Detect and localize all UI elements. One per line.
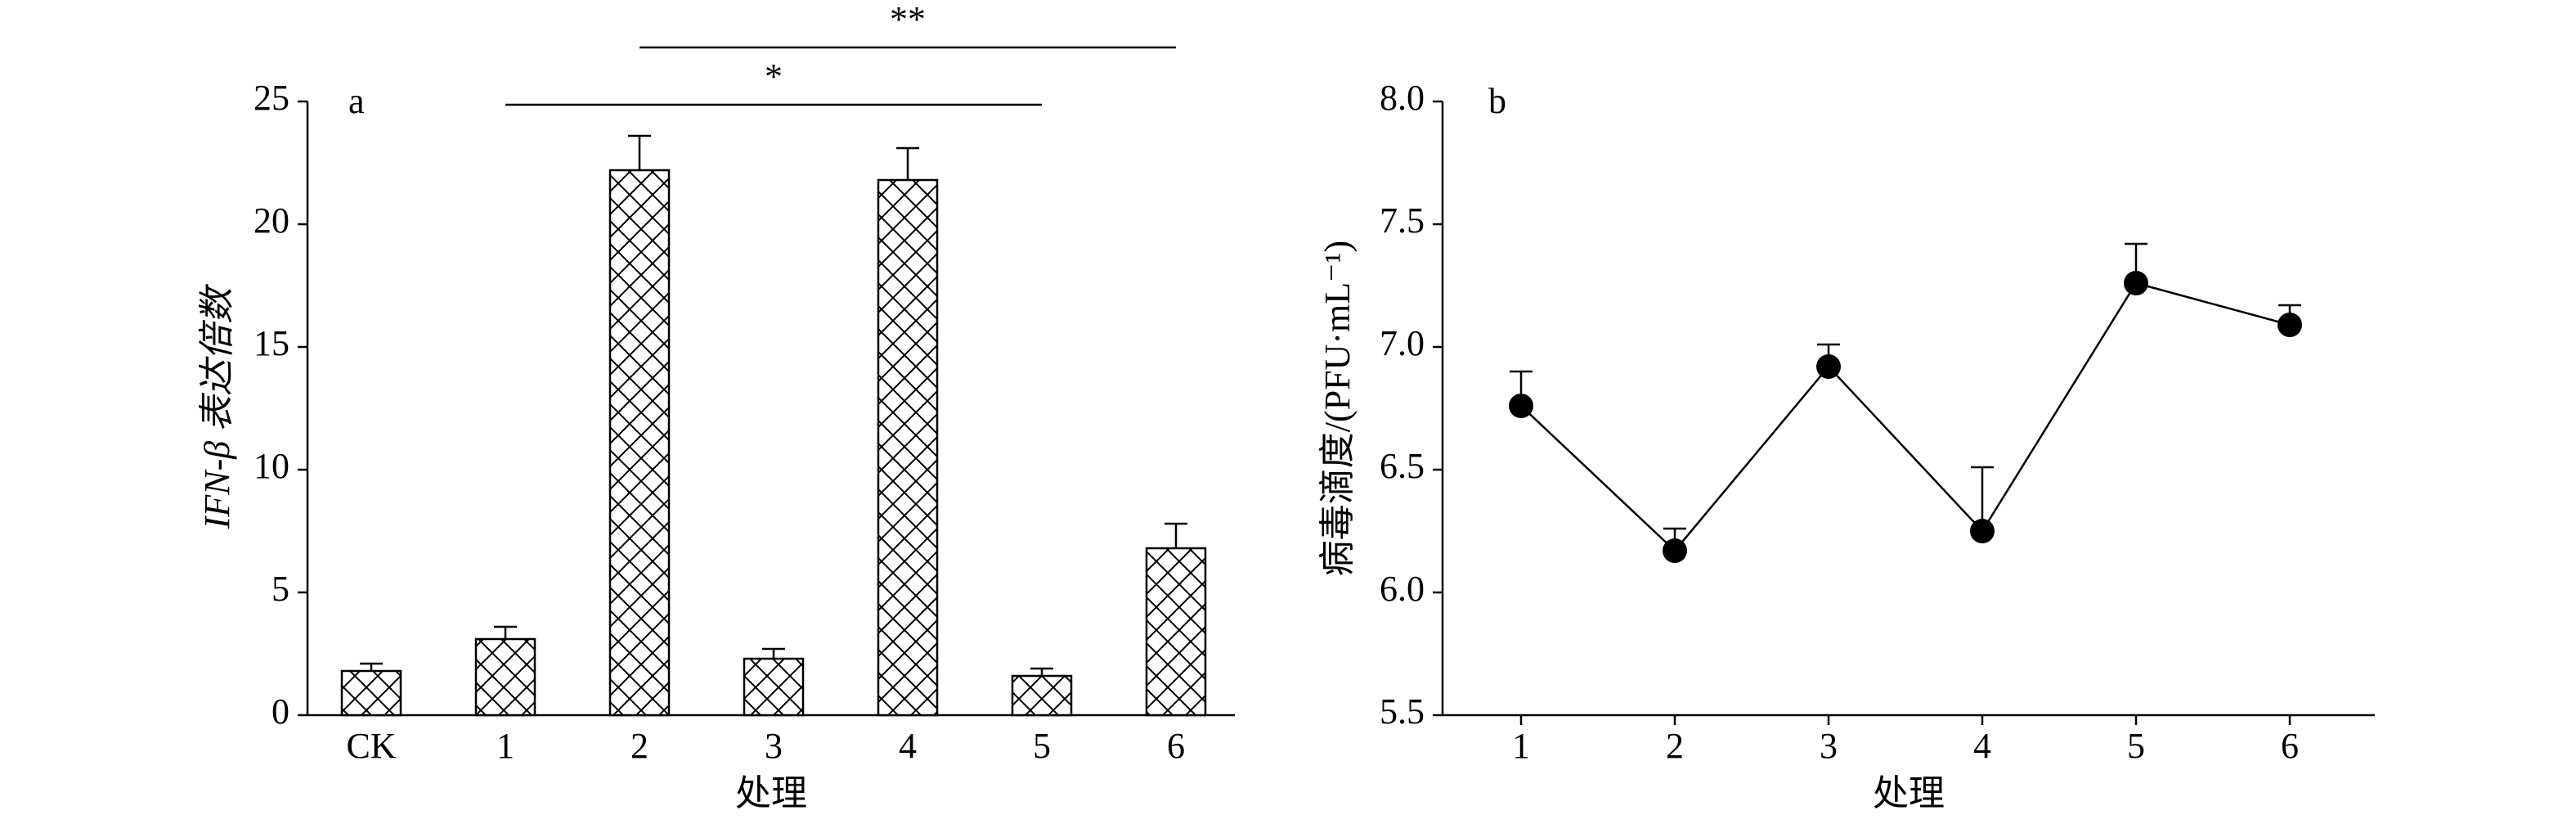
- y-tick-label: 0: [272, 691, 289, 732]
- bar: [608, 169, 671, 717]
- x-tick-label: 2: [1666, 726, 1684, 766]
- y-tick-label: 20: [254, 200, 289, 241]
- x-tick-label: 4: [899, 726, 917, 766]
- x-tick-label: 3: [765, 726, 783, 766]
- bar: [1011, 674, 1073, 717]
- bar: [340, 669, 402, 717]
- error-bar: [494, 625, 517, 639]
- x-tick-label: 3: [1820, 726, 1838, 766]
- marker: [2124, 271, 2148, 295]
- y-tick-label: 7.0: [1380, 323, 1425, 363]
- error-bar: [360, 662, 383, 671]
- x-tick-label: CK: [346, 726, 396, 766]
- error-bar: [628, 134, 651, 170]
- error-bar: [1165, 522, 1187, 548]
- x-tick-label: 2: [631, 726, 648, 766]
- panel-label: b: [1488, 81, 1506, 121]
- x-tick-label: 6: [1167, 726, 1185, 766]
- x-tick-label: 1: [496, 726, 514, 766]
- y-tick-label: 6.5: [1380, 446, 1425, 486]
- error-bar: [896, 146, 919, 180]
- y-tick-label: 5: [272, 569, 289, 609]
- bar: [1145, 547, 1207, 717]
- x-axis-label: 处理: [735, 773, 807, 813]
- y-axis-label: IFN-β 表达倍数: [197, 284, 237, 529]
- x-tick-label: 5: [1033, 726, 1051, 766]
- marker: [1816, 354, 1841, 379]
- marker: [1663, 538, 1687, 563]
- y-tick-label: 15: [254, 323, 289, 363]
- y-tick-label: 25: [254, 78, 289, 118]
- bar: [743, 657, 805, 717]
- significance-label: *: [765, 56, 783, 97]
- x-tick-label: 4: [1973, 726, 1991, 766]
- bar: [877, 178, 939, 717]
- y-tick-label: 7.5: [1380, 200, 1425, 241]
- error-bar: [762, 647, 785, 659]
- y-tick-label: 10: [254, 446, 289, 486]
- marker: [1970, 519, 1995, 543]
- line: [1520, 281, 2291, 552]
- x-tick-label: 1: [1512, 726, 1530, 766]
- significance-label: **: [890, 0, 926, 39]
- x-axis-label: 处理: [1873, 773, 1945, 813]
- x-tick-label: 5: [2127, 726, 2145, 766]
- y-tick-label: 6.0: [1380, 569, 1425, 609]
- y-axis-label: 病毒滴度/(PFU·mL⁻¹): [1317, 241, 1358, 576]
- panel-label: a: [348, 81, 365, 121]
- y-tick-label: 8.0: [1380, 78, 1425, 118]
- marker: [1509, 394, 1533, 418]
- bar: [474, 637, 536, 717]
- error-bar: [1030, 667, 1053, 676]
- marker: [2278, 313, 2302, 337]
- x-tick-label: 6: [2281, 726, 2299, 766]
- y-tick-label: 5.5: [1380, 691, 1425, 732]
